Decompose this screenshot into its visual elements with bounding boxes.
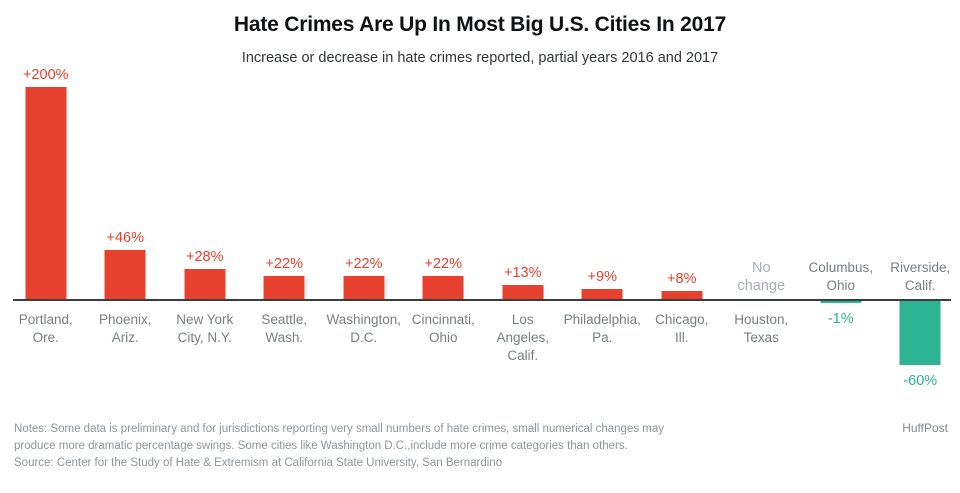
bar-washington-d-c — [343, 276, 384, 299]
chart-slot-columbus-ohio: -1%Columbus, Ohio — [801, 69, 881, 401]
chart-slots: +200%Portland, Ore.+46%Phoenix, Ariz.+28… — [0, 69, 960, 401]
chart-slot-los-angeles-calif: +13%Los Angeles, Calif. — [483, 69, 563, 401]
source-line: Source: Center for the Study of Hate & E… — [14, 455, 664, 472]
x-axis-line — [13, 299, 951, 301]
value-label-riverside-calif: -60% — [881, 372, 960, 390]
bar-chart: +200%Portland, Ore.+46%Phoenix, Ariz.+28… — [0, 69, 960, 401]
city-label-chicago-ill: Chicago, Ill. — [636, 311, 728, 347]
chart-slot-new-york-city-n-y: +28%New York City, N.Y. — [165, 69, 245, 401]
city-label-cincinnati-ohio: Cincinnati, Ohio — [398, 311, 490, 347]
bar-cincinnati-ohio — [423, 276, 464, 299]
value-label-portland-ore: +200% — [6, 66, 86, 84]
chart-slot-seattle-wash: +22%Seattle, Wash. — [245, 69, 325, 401]
value-label-houston-texas: No change — [722, 259, 802, 295]
chart-slot-chicago-ill: +8%Chicago, Ill. — [642, 69, 722, 401]
city-label-new-york-city-n-y: New York City, N.Y. — [159, 311, 251, 347]
bar-chicago-ill — [661, 291, 702, 299]
notes-block: Notes: Some data is preliminary and for … — [14, 421, 664, 472]
city-label-columbus-ohio: Columbus, Ohio — [795, 259, 887, 295]
city-label-phoenix-ariz: Phoenix, Ariz. — [80, 311, 172, 347]
page-subtitle: Increase or decrease in hate crimes repo… — [0, 50, 960, 66]
city-label-houston-texas: Houston, Texas — [716, 311, 808, 347]
value-label-columbus-ohio: -1% — [801, 310, 881, 328]
chart-footer: Notes: Some data is preliminary and for … — [0, 421, 960, 472]
bar-columbus-ohio — [820, 301, 861, 303]
bar-riverside-calif — [900, 301, 941, 365]
bar-phoenix-ariz — [105, 250, 146, 299]
value-label-phoenix-ariz: +46% — [86, 229, 166, 247]
city-label-seattle-wash: Seattle, Wash. — [239, 311, 331, 347]
notes-line-2: produce more dramatic percentage swings.… — [14, 438, 664, 455]
bar-new-york-city-n-y — [184, 269, 225, 299]
chart-slot-riverside-calif: -60%Riverside, Calif. — [881, 69, 960, 401]
value-label-washington-d-c: +22% — [324, 255, 404, 273]
chart-slot-phoenix-ariz: +46%Phoenix, Ariz. — [86, 69, 166, 401]
value-label-los-angeles-calif: +13% — [483, 264, 563, 282]
chart-slot-portland-ore: +200%Portland, Ore. — [6, 69, 86, 401]
value-label-new-york-city-n-y: +28% — [165, 248, 245, 266]
page-title: Hate Crimes Are Up In Most Big U.S. Citi… — [0, 13, 960, 37]
city-label-washington-d-c: Washington, D.C. — [318, 311, 410, 347]
city-label-los-angeles-calif: Los Angeles, Calif. — [477, 311, 569, 365]
value-label-seattle-wash: +22% — [245, 255, 325, 273]
notes-line-1: Notes: Some data is preliminary and for … — [14, 421, 664, 438]
huffpost-credit: HuffPost — [902, 421, 948, 435]
bar-philadelphia-pa — [582, 289, 623, 299]
bar-portland-ore — [25, 87, 66, 299]
value-label-chicago-ill: +8% — [642, 270, 722, 288]
city-label-riverside-calif: Riverside, Calif. — [875, 259, 960, 295]
city-label-portland-ore: Portland, Ore. — [0, 311, 92, 347]
value-label-cincinnati-ohio: +22% — [404, 255, 484, 273]
chart-slot-cincinnati-ohio: +22%Cincinnati, Ohio — [404, 69, 484, 401]
value-label-philadelphia-pa: +9% — [563, 268, 643, 286]
chart-slot-washington-d-c: +22%Washington, D.C. — [324, 69, 404, 401]
bar-seattle-wash — [264, 276, 305, 299]
bar-los-angeles-calif — [502, 285, 543, 299]
city-label-philadelphia-pa: Philadelphia, Pa. — [557, 311, 649, 347]
chart-page: Hate Crimes Are Up In Most Big U.S. Citi… — [0, 13, 960, 493]
chart-slot-philadelphia-pa: +9%Philadelphia, Pa. — [563, 69, 643, 401]
